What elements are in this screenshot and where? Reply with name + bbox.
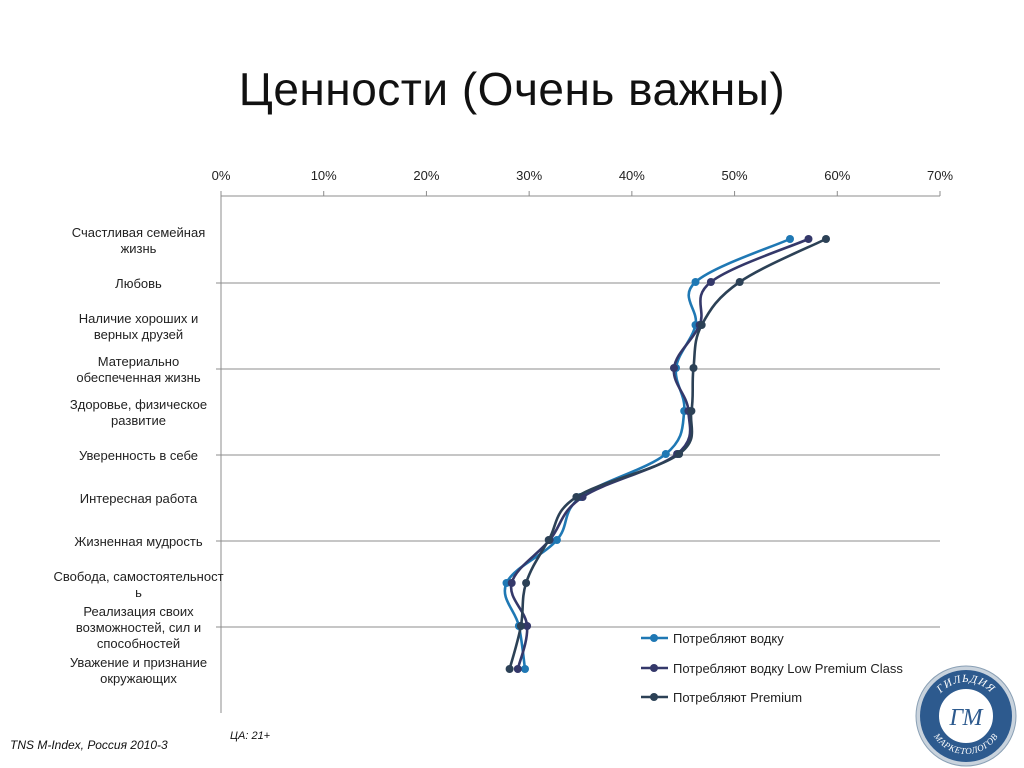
x-tick-label: 60% [824, 168, 850, 183]
legend-item: Потребляют водку [641, 631, 784, 646]
data-point [544, 536, 553, 544]
x-tick-label: 70% [927, 168, 953, 183]
data-point [822, 235, 830, 243]
x-tick-label: 40% [619, 168, 645, 183]
chart-series [502, 235, 830, 673]
data-point [513, 665, 522, 673]
chart-axes [216, 195, 940, 713]
footer-audience: ЦА: 21+ [230, 730, 271, 742]
data-point [706, 278, 715, 286]
data-point [552, 536, 561, 544]
data-point [523, 622, 532, 630]
series-2 [507, 235, 813, 673]
data-point [687, 407, 696, 415]
x-tick-label: 20% [413, 168, 439, 183]
category-label: Уважение и признание окружающих [69, 655, 208, 686]
category-label: Любовь [115, 276, 162, 291]
series-line [509, 237, 810, 670]
chart-legend: Потребляют водку Потребляют водку Low Pre… [641, 631, 903, 705]
legend-label: Потребляют Premium [673, 690, 802, 705]
logo-monogram: ГМ [948, 705, 984, 731]
data-point [689, 364, 698, 372]
series-1 [502, 235, 794, 673]
data-point [691, 278, 700, 286]
legend-label: Потребляют водку [673, 631, 784, 646]
data-point [572, 493, 581, 501]
legend-item: Потребляют Premium [641, 690, 802, 705]
category-label: Материально обеспеченная жизнь [76, 354, 201, 385]
legend-swatch-marker [650, 693, 658, 701]
series-line [503, 237, 791, 670]
category-label: Свобода, самостоятельност ь [53, 569, 224, 600]
data-point [521, 665, 529, 673]
category-label: Реализация своих возможностей, сил и спосо… [75, 604, 202, 651]
data-point [786, 235, 794, 243]
data-point [507, 579, 516, 587]
legend-item: Потребляют водку Low Premium Class [641, 661, 903, 676]
data-point [804, 235, 813, 243]
data-point [675, 450, 684, 458]
category-label: Счастливая семейная жизнь [71, 225, 206, 256]
category-label: Наличие хороших и верных друзей [78, 311, 199, 342]
category-label: Интересная работа [79, 491, 198, 506]
legend-label: Потребляют водку Low Premium Class [673, 661, 903, 676]
slide-title: Ценности (Очень важны) [238, 63, 786, 115]
data-point [516, 622, 525, 630]
legend-swatch-marker [650, 634, 658, 642]
data-point [670, 364, 678, 372]
x-axis-ticks: 0% 10% 20% 30% 40% 50% 60% 70% [212, 168, 953, 196]
category-label: Здоровье, физическое развитие [69, 397, 208, 428]
guild-logo: ГИЛЬДИЯ МАРКЕТОЛОГОВ ГМ [915, 665, 1017, 767]
legend-swatch-marker [650, 664, 658, 672]
category-label: Жизненная мудрость [74, 534, 203, 549]
x-tick-label: 50% [722, 168, 748, 183]
chart-gridlines [221, 282, 940, 628]
series-3 [505, 235, 830, 673]
x-tick-label: 0% [212, 168, 231, 183]
x-tick-label: 10% [311, 168, 337, 183]
data-point [735, 278, 744, 286]
data-point [697, 321, 706, 329]
data-point [522, 579, 531, 587]
footer-source: TNS M-Index, Россия 2010-3 [10, 738, 168, 752]
data-point [661, 450, 670, 458]
x-tick-label: 30% [516, 168, 542, 183]
data-point [505, 665, 514, 673]
category-label: Уверенность в себе [78, 448, 199, 463]
